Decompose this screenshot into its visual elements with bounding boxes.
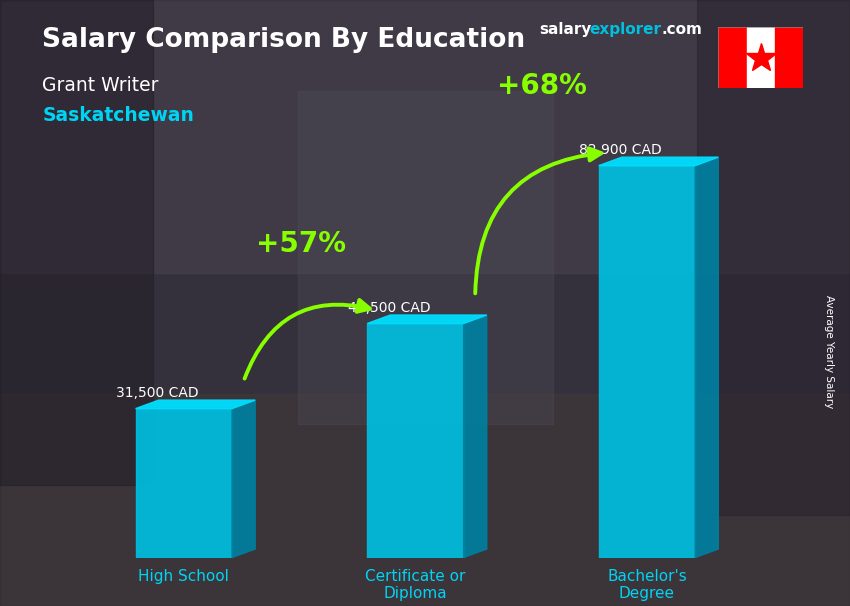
Text: salary: salary [540,22,592,38]
Text: +68%: +68% [496,72,586,100]
Polygon shape [367,315,487,324]
Text: Salary Comparison By Education: Salary Comparison By Education [42,27,525,53]
Polygon shape [463,315,487,558]
Bar [697,0,850,515]
Text: 82,900 CAD: 82,900 CAD [580,143,662,157]
Polygon shape [135,408,232,558]
Polygon shape [135,400,255,408]
Text: Average Yearly Salary: Average Yearly Salary [824,295,834,408]
Bar [0,0,850,273]
Polygon shape [232,400,255,558]
Bar [0,394,850,606]
Text: Saskatchewan: Saskatchewan [42,106,195,125]
Polygon shape [367,324,463,558]
Text: 49,500 CAD: 49,500 CAD [348,301,430,315]
Polygon shape [598,165,695,558]
Polygon shape [746,27,775,88]
Bar [298,91,552,424]
Text: +57%: +57% [256,230,346,258]
Text: explorer: explorer [589,22,661,38]
Polygon shape [695,157,718,558]
Text: .com: .com [661,22,702,38]
Text: Grant Writer: Grant Writer [42,76,159,95]
Polygon shape [598,157,718,165]
Bar [0,0,153,485]
Polygon shape [718,27,746,88]
Polygon shape [775,27,803,88]
Text: 31,500 CAD: 31,500 CAD [116,386,199,400]
